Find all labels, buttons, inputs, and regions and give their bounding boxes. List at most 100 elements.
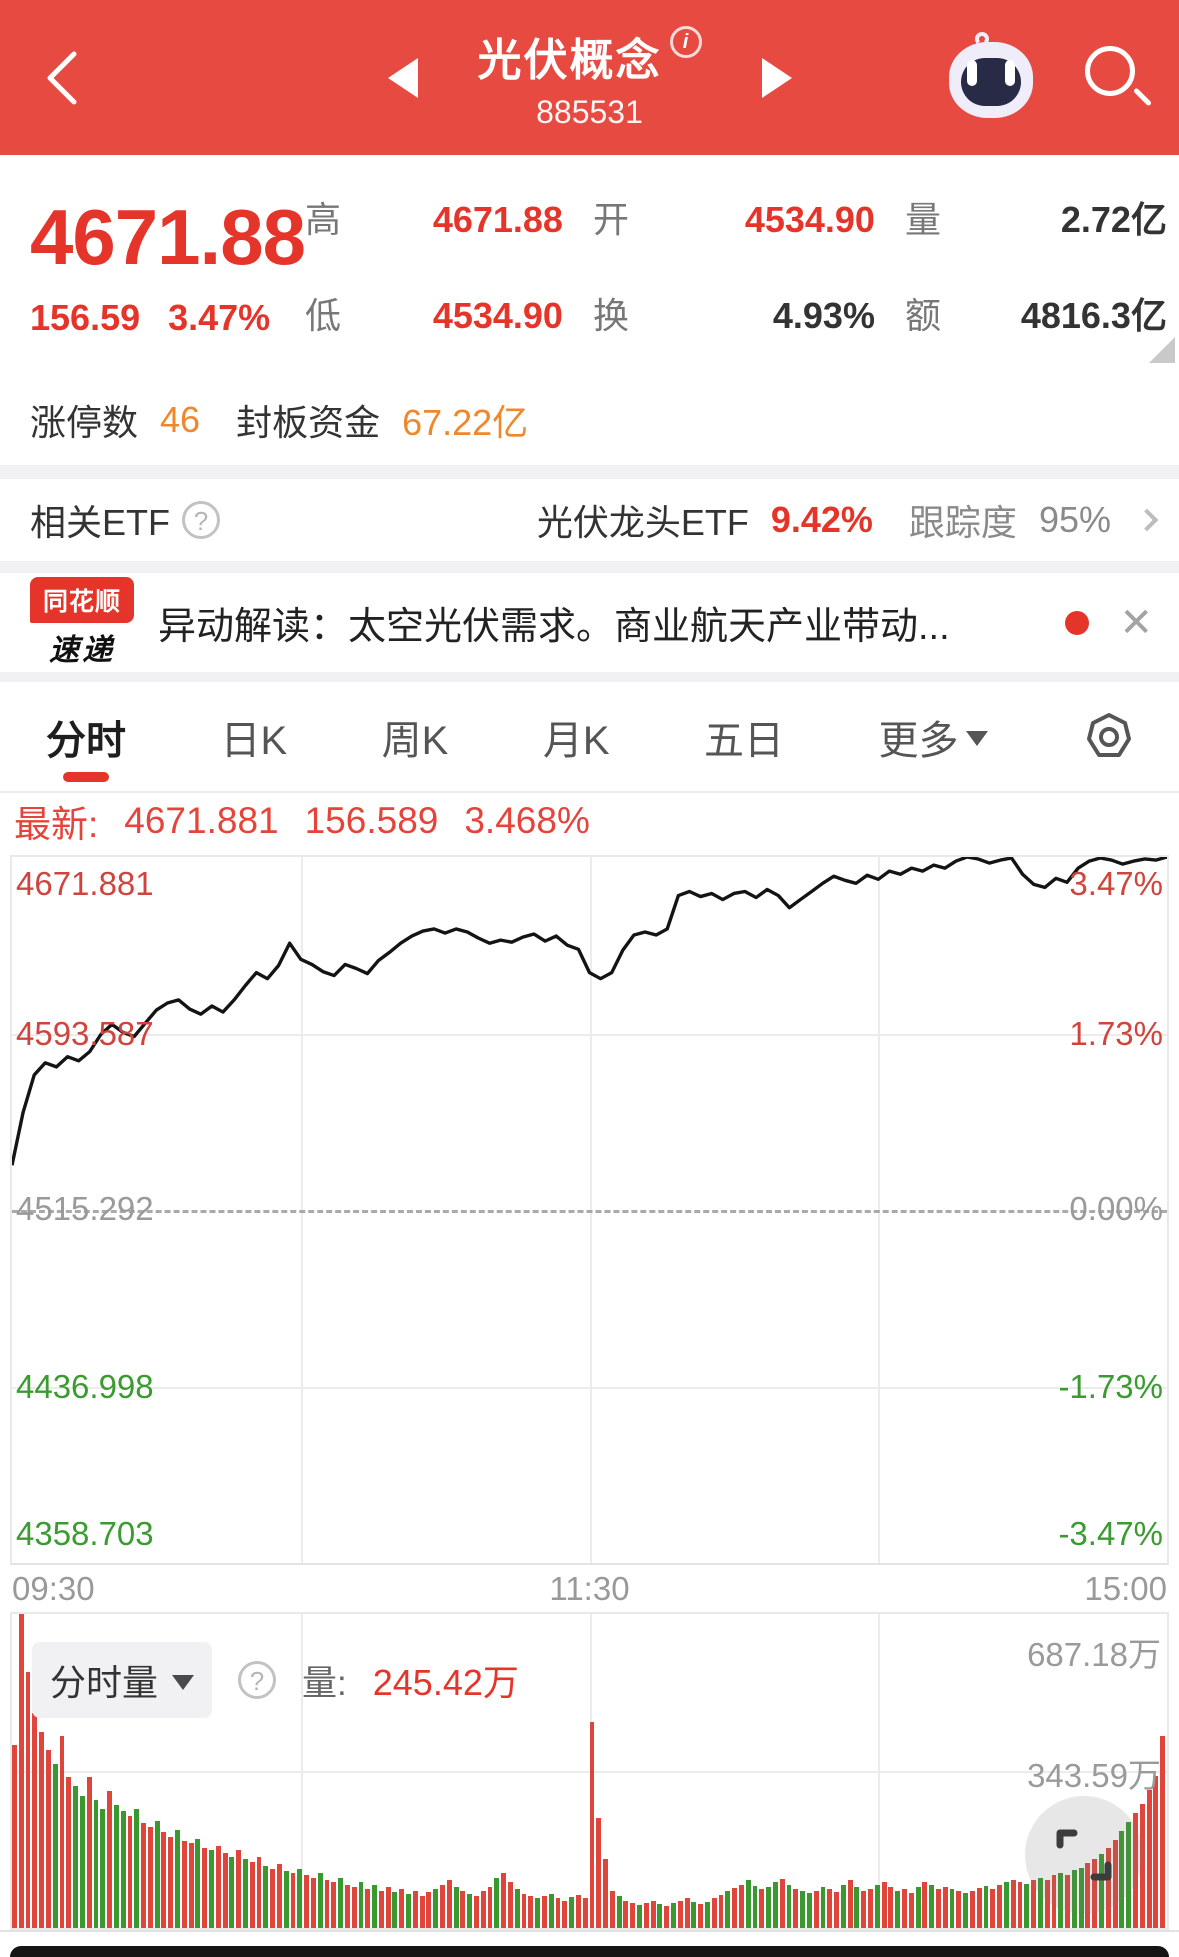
- current-volume-value: 245.42万: [372, 1662, 519, 1703]
- limit-up-row[interactable]: 涨停数 46 封板资金 67.22亿: [0, 375, 1179, 465]
- tab-minute[interactable]: 分时: [46, 686, 126, 788]
- volume-chart[interactable]: 分时量 ? 量: 245.42万 687.18万 343.59万: [10, 1612, 1169, 1930]
- tab-monthly-k[interactable]: 月K: [542, 718, 610, 763]
- volume-bar: [936, 1888, 941, 1928]
- volume-bar: [474, 1896, 479, 1928]
- ai-assistant-robot-icon[interactable]: [945, 31, 1037, 120]
- volume-bar: [290, 1873, 296, 1928]
- volume-bar: [399, 1889, 405, 1928]
- ths-logo-subtext: 速递: [49, 633, 115, 667]
- stock-code: 885531: [536, 94, 643, 130]
- volume-bar: [949, 1888, 955, 1928]
- low-value: 4534.90: [432, 295, 563, 336]
- prev-stock-arrow[interactable]: [387, 57, 418, 98]
- volume-bar: [514, 1889, 520, 1928]
- volume-bar: [338, 1877, 343, 1928]
- close-icon[interactable]: ✕: [1119, 600, 1153, 645]
- volume-bar: [582, 1898, 588, 1928]
- volume-bar: [1058, 1873, 1064, 1928]
- price-change-pct: 3.47%: [168, 296, 271, 338]
- volume-bar: [107, 1790, 112, 1928]
- minute-chart[interactable]: 4671.881 4593.587 4515.292 4436.998 4358…: [10, 855, 1169, 1565]
- volume-bar: [548, 1893, 554, 1928]
- volume-bar: [39, 1731, 45, 1928]
- help-icon[interactable]: ?: [238, 1661, 277, 1699]
- latest-label: 最新:: [14, 804, 99, 845]
- volume-bar: [1160, 1736, 1166, 1928]
- volume-bar: [79, 1795, 85, 1928]
- volume-bar: [603, 1859, 608, 1928]
- volume-bar: [759, 1889, 765, 1928]
- volume-bar: [575, 1895, 581, 1928]
- tab-daily-k[interactable]: 日K: [220, 718, 288, 763]
- volume-bar: [175, 1829, 180, 1928]
- latest-change: 156.589: [304, 800, 439, 841]
- volume-bar: [161, 1832, 167, 1928]
- volume-bar: [365, 1889, 371, 1928]
- volume-bar: [1099, 1853, 1104, 1928]
- bottom-panel-handle[interactable]: [10, 1946, 1169, 1957]
- volume-bar: [942, 1886, 948, 1928]
- search-icon[interactable]: [1085, 45, 1153, 110]
- volume-bar: [1112, 1840, 1118, 1928]
- volume-bar: [263, 1866, 269, 1928]
- volume-bar: [1017, 1882, 1023, 1928]
- volume-bar: [1003, 1882, 1009, 1928]
- gridline-horizontal: [12, 1386, 1167, 1389]
- volume-bar: [868, 1888, 873, 1928]
- help-icon[interactable]: ?: [182, 501, 220, 539]
- volume-bar: [983, 1885, 989, 1928]
- volume-bar: [113, 1804, 119, 1928]
- volume-bar: [569, 1896, 574, 1928]
- volume-bar: [956, 1891, 962, 1928]
- volume-bar: [270, 1868, 276, 1928]
- info-icon[interactable]: i: [669, 26, 702, 58]
- tab-five-day[interactable]: 五日: [704, 718, 784, 763]
- limit-up-count: 46: [160, 399, 201, 440]
- title-block: 光伏概念 i 885531: [478, 24, 702, 131]
- volume-bar: [433, 1889, 439, 1928]
- fullscreen-button[interactable]: [1025, 1796, 1143, 1914]
- volume-bar: [820, 1886, 826, 1928]
- volume-bar: [609, 1891, 615, 1928]
- price-line-canvas: [12, 857, 1167, 1166]
- volume-bar: [929, 1884, 935, 1928]
- volume-bar: [881, 1882, 887, 1928]
- etf-name: 光伏龙头ETF: [536, 502, 749, 543]
- volume-scale-top: 687.18万: [1027, 1636, 1161, 1673]
- quote-section[interactable]: 4671.88 156.59 3.47% 高 4671.88 开 4534.90 量…: [0, 155, 1179, 375]
- volume-bar: [120, 1811, 126, 1928]
- volume-bar: [392, 1892, 398, 1928]
- related-etf-row[interactable]: 相关ETF ? 光伏龙头ETF 9.42% 跟踪度 95%: [0, 479, 1179, 561]
- volume-bar: [304, 1875, 310, 1928]
- volume-bar: [528, 1896, 534, 1928]
- volume-bar: [351, 1886, 357, 1928]
- amount-label: 额: [904, 295, 941, 336]
- volume-bar: [331, 1882, 337, 1928]
- volume-bar: [419, 1896, 425, 1928]
- volume-bar: [188, 1843, 194, 1928]
- back-button[interactable]: [42, 50, 82, 106]
- volume-label: 量: [904, 199, 941, 240]
- tab-more[interactable]: 更多: [878, 708, 989, 766]
- volume-bar: [1153, 1776, 1159, 1928]
- expand-corner-icon[interactable]: [1149, 337, 1175, 363]
- news-headline[interactable]: 异动解读：太空光伏需求。商业航天产业带动...: [158, 606, 950, 648]
- low-label: 低: [304, 295, 341, 336]
- volume-bar: [243, 1859, 248, 1928]
- volume-bar: [229, 1857, 235, 1928]
- volume-bar: [915, 1886, 921, 1928]
- news-banner[interactable]: 同花顺 速递 异动解读：太空光伏需求。商业航天产业带动... ✕: [0, 573, 1179, 672]
- volume-bar: [738, 1884, 744, 1928]
- chart-settings-button[interactable]: [1083, 711, 1135, 763]
- volume-bar: [181, 1841, 187, 1928]
- tab-weekly-k[interactable]: 周K: [381, 718, 449, 763]
- amount-value: 4816.3亿: [1020, 295, 1167, 336]
- next-stock-arrow[interactable]: [761, 57, 792, 98]
- volume-indicator-selector[interactable]: 分时量: [32, 1642, 213, 1718]
- volume-bar: [86, 1777, 92, 1928]
- volume-bar: [147, 1827, 153, 1928]
- y-axis-pct-label: 0.00%: [1069, 1190, 1163, 1228]
- volume-bar: [100, 1809, 106, 1928]
- volume-bar: [813, 1890, 819, 1928]
